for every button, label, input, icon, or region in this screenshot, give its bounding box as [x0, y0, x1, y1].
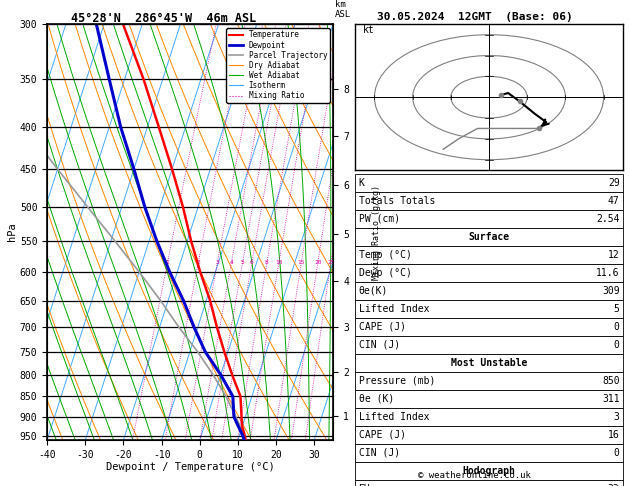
Text: 20: 20 [314, 260, 321, 265]
Text: 10: 10 [275, 260, 282, 265]
Text: 0: 0 [614, 340, 620, 350]
Y-axis label: hPa: hPa [7, 223, 17, 242]
Text: Lifted Index: Lifted Index [359, 304, 429, 314]
Text: Surface: Surface [469, 232, 509, 242]
Text: 16: 16 [608, 430, 620, 440]
Text: EH: EH [359, 484, 370, 486]
Text: Lifted Index: Lifted Index [359, 412, 429, 422]
Text: Mixing Ratio (g/kg): Mixing Ratio (g/kg) [372, 185, 381, 279]
Text: 5: 5 [241, 260, 245, 265]
Text: 850: 850 [602, 376, 620, 386]
Text: PW (cm): PW (cm) [359, 214, 399, 224]
Text: Dewp (°C): Dewp (°C) [359, 268, 411, 278]
Text: 45°28'N  286°45'W  46m ASL: 45°28'N 286°45'W 46m ASL [71, 12, 256, 25]
Text: 8: 8 [265, 260, 269, 265]
Text: 29: 29 [608, 178, 620, 188]
Text: 33: 33 [608, 484, 620, 486]
Text: Totals Totals: Totals Totals [359, 196, 435, 206]
Text: 11.6: 11.6 [596, 268, 620, 278]
Text: 3: 3 [216, 260, 220, 265]
Text: CAPE (J): CAPE (J) [359, 430, 406, 440]
Text: © weatheronline.co.uk: © weatheronline.co.uk [418, 471, 532, 480]
X-axis label: Dewpoint / Temperature (°C): Dewpoint / Temperature (°C) [106, 462, 275, 472]
Text: 25: 25 [327, 260, 335, 265]
Text: kt: kt [363, 25, 375, 35]
Text: 15: 15 [298, 260, 305, 265]
Text: CIN (J): CIN (J) [359, 448, 399, 458]
Text: Temp (°C): Temp (°C) [359, 250, 411, 260]
Text: 309: 309 [602, 286, 620, 296]
Legend: Temperature, Dewpoint, Parcel Trajectory, Dry Adiabat, Wet Adiabat, Isotherm, Mi: Temperature, Dewpoint, Parcel Trajectory… [226, 28, 330, 103]
Text: 6: 6 [250, 260, 253, 265]
Text: 4: 4 [230, 260, 233, 265]
Text: θe (K): θe (K) [359, 394, 394, 404]
Text: 2.54: 2.54 [596, 214, 620, 224]
Text: 1: 1 [165, 260, 169, 265]
Text: 12: 12 [608, 250, 620, 260]
Text: 3: 3 [614, 412, 620, 422]
Text: 2: 2 [196, 260, 200, 265]
Text: 0: 0 [614, 448, 620, 458]
Text: LCL: LCL [367, 448, 382, 457]
Text: CAPE (J): CAPE (J) [359, 322, 406, 332]
Text: 5: 5 [614, 304, 620, 314]
Text: Pressure (mb): Pressure (mb) [359, 376, 435, 386]
Text: θe(K): θe(K) [359, 286, 388, 296]
Text: 30.05.2024  12GMT  (Base: 06): 30.05.2024 12GMT (Base: 06) [377, 12, 573, 22]
Text: Hodograph: Hodograph [462, 466, 516, 476]
Text: 0: 0 [614, 322, 620, 332]
Text: 311: 311 [602, 394, 620, 404]
Text: km
ASL: km ASL [335, 0, 352, 19]
Text: K: K [359, 178, 364, 188]
Text: Most Unstable: Most Unstable [451, 358, 527, 368]
Text: 47: 47 [608, 196, 620, 206]
Text: CIN (J): CIN (J) [359, 340, 399, 350]
